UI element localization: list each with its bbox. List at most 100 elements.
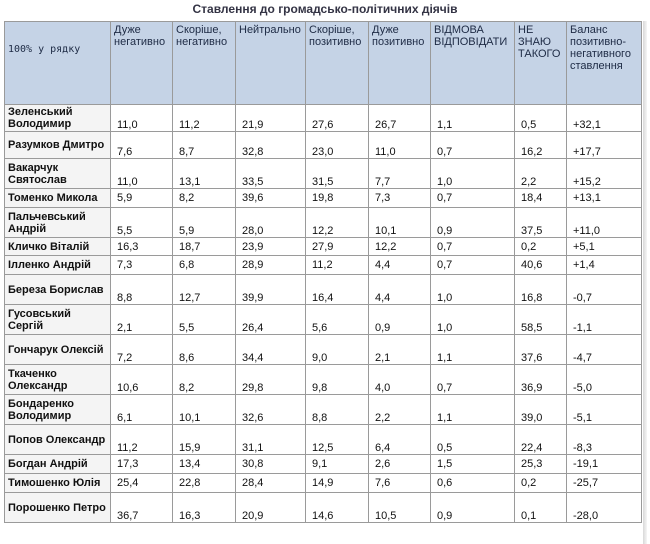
value-cell: 7,6 bbox=[110, 131, 173, 159]
value-cell: 7,7 bbox=[368, 158, 431, 189]
value-cell: 8,8 bbox=[110, 274, 173, 305]
value-cell: 2,6 bbox=[368, 454, 431, 474]
value-cell: -1,1 bbox=[566, 304, 642, 335]
value-cell: 12,2 bbox=[305, 207, 369, 238]
table-row: Попов Олександр 11,2 15,9 31,1 12,5 6,4 0,5 22,… bbox=[4, 424, 642, 455]
politician-name: Разумков Дмитро bbox=[4, 131, 111, 159]
value-cell: 10,1 bbox=[172, 394, 236, 425]
value-cell: +5,1 bbox=[566, 237, 642, 256]
table-row: Богдан Андрій 17,3 13,4 30,8 9,1 2,6 1,5 25,3 -1… bbox=[4, 454, 642, 474]
value-cell: 12,7 bbox=[172, 274, 236, 305]
politician-name: Пальчевський Андрій bbox=[4, 207, 111, 238]
politician-name: Гончарук Олексій bbox=[4, 334, 111, 365]
value-cell: 5,9 bbox=[172, 207, 236, 238]
value-cell: 2,1 bbox=[368, 334, 431, 365]
value-cell: 39,0 bbox=[514, 394, 567, 425]
politician-name: Ілленко Андрій bbox=[4, 255, 111, 275]
value-cell: 18,4 bbox=[514, 188, 567, 208]
table-row: Томенко Микола 5,9 8,2 39,6 19,8 7,3 0,7 18,4 +1… bbox=[4, 188, 642, 208]
table-row: Зеленський Володимир 11,0 11,2 21,9 27,6 26,7… bbox=[4, 104, 642, 132]
value-cell: 16,4 bbox=[305, 274, 369, 305]
value-cell: 22,4 bbox=[514, 424, 567, 455]
value-cell: 11,2 bbox=[172, 104, 236, 132]
politician-name: Бондаренко Володимир bbox=[4, 394, 111, 425]
value-cell: 16,3 bbox=[172, 492, 236, 523]
politician-name: Попов Олександр bbox=[4, 424, 111, 455]
value-cell: 8,6 bbox=[172, 334, 236, 365]
value-cell: 5,9 bbox=[110, 188, 173, 208]
header-cell: Дуже позитивно bbox=[368, 21, 431, 105]
value-cell: 0,7 bbox=[430, 237, 515, 256]
value-cell: 7,2 bbox=[110, 334, 173, 365]
value-cell: 6,4 bbox=[368, 424, 431, 455]
value-cell: 0,7 bbox=[430, 188, 515, 208]
value-cell: 39,6 bbox=[235, 188, 306, 208]
table-row: Пальчевський Андрій 5,5 5,9 28,0 12,2 10,1 0,9… bbox=[4, 207, 642, 238]
value-cell: 9,1 bbox=[305, 454, 369, 474]
politician-name: Вакарчук Святослав bbox=[4, 158, 111, 189]
value-cell: 9,0 bbox=[305, 334, 369, 365]
value-cell: 36,9 bbox=[514, 364, 567, 395]
value-cell: 0,9 bbox=[430, 492, 515, 523]
value-cell: -0,7 bbox=[566, 274, 642, 305]
value-cell: 20,9 bbox=[235, 492, 306, 523]
table-row: Разумков Дмитро 7,6 8,7 32,8 23,0 11,0 0,7 16,2… bbox=[4, 131, 642, 159]
value-cell: 40,6 bbox=[514, 255, 567, 275]
header-cell: ВІДМОВА ВІДПОВІДАТИ bbox=[430, 21, 515, 105]
value-cell: 32,6 bbox=[235, 394, 306, 425]
value-cell: 7,3 bbox=[368, 188, 431, 208]
value-cell: 22,8 bbox=[172, 473, 236, 493]
header-cell: Скоріше, негативно bbox=[172, 21, 236, 105]
value-cell: 19,8 bbox=[305, 188, 369, 208]
value-cell: 8,2 bbox=[172, 364, 236, 395]
table-row: Вакарчук Святослав 11,0 13,1 33,5 31,5 7,7 1,0… bbox=[4, 158, 642, 189]
table-title: Ставлення до громадсько-політичних діячі… bbox=[192, 2, 458, 16]
value-cell: 34,4 bbox=[235, 334, 306, 365]
value-cell: 7,3 bbox=[110, 255, 173, 275]
value-cell: 14,9 bbox=[305, 473, 369, 493]
value-cell: 5,6 bbox=[305, 304, 369, 335]
value-cell: 10,6 bbox=[110, 364, 173, 395]
table-row: Ткаченко Олександр 10,6 8,2 29,8 9,8 4,0 0,7 36… bbox=[4, 364, 642, 395]
value-cell: 23,9 bbox=[235, 237, 306, 256]
politician-name: Кличко Віталій bbox=[4, 237, 111, 256]
politician-name: Гусовський Сергій bbox=[4, 304, 111, 335]
value-cell: 9,8 bbox=[305, 364, 369, 395]
value-cell: 11,0 bbox=[110, 104, 173, 132]
value-cell: 0,7 bbox=[430, 364, 515, 395]
value-cell: 0,5 bbox=[514, 104, 567, 132]
value-cell: 28,9 bbox=[235, 255, 306, 275]
value-cell: 31,1 bbox=[235, 424, 306, 455]
value-cell: 0,7 bbox=[430, 255, 515, 275]
value-cell: 17,3 bbox=[110, 454, 173, 474]
value-cell: -19,1 bbox=[566, 454, 642, 474]
value-cell: 10,1 bbox=[368, 207, 431, 238]
value-cell: 14,6 bbox=[305, 492, 369, 523]
politician-name: Береза Борислав bbox=[4, 274, 111, 305]
value-cell: 32,8 bbox=[235, 131, 306, 159]
value-cell: 37,5 bbox=[514, 207, 567, 238]
value-cell: 25,3 bbox=[514, 454, 567, 474]
value-cell: 28,4 bbox=[235, 473, 306, 493]
header-row: 100% у рядку Дуже негативно Скоріше, нег… bbox=[4, 21, 642, 105]
value-cell: 36,7 bbox=[110, 492, 173, 523]
value-cell: 0,2 bbox=[514, 473, 567, 493]
value-cell: +32,1 bbox=[566, 104, 642, 132]
value-cell: 25,4 bbox=[110, 473, 173, 493]
value-cell: 23,0 bbox=[305, 131, 369, 159]
value-cell: 2,1 bbox=[110, 304, 173, 335]
value-cell: 0,2 bbox=[514, 237, 567, 256]
table-row: Береза Борислав 8,8 12,7 39,9 16,4 4,4 1,0 16,8… bbox=[4, 274, 642, 305]
value-cell: 6,1 bbox=[110, 394, 173, 425]
value-cell: 33,5 bbox=[235, 158, 306, 189]
value-cell: 16,8 bbox=[514, 274, 567, 305]
value-cell: 5,5 bbox=[172, 304, 236, 335]
right-edge-shadow bbox=[643, 21, 647, 544]
table-row: Тимошенко Юлія 25,4 22,8 28,4 14,9 7,6 0,6 0,2-… bbox=[4, 473, 642, 493]
politician-name: Ткаченко Олександр bbox=[4, 364, 111, 395]
value-cell: 27,9 bbox=[305, 237, 369, 256]
value-cell: 2,2 bbox=[514, 158, 567, 189]
value-cell: 12,2 bbox=[368, 237, 431, 256]
value-cell: +11,0 bbox=[566, 207, 642, 238]
value-cell: 58,5 bbox=[514, 304, 567, 335]
